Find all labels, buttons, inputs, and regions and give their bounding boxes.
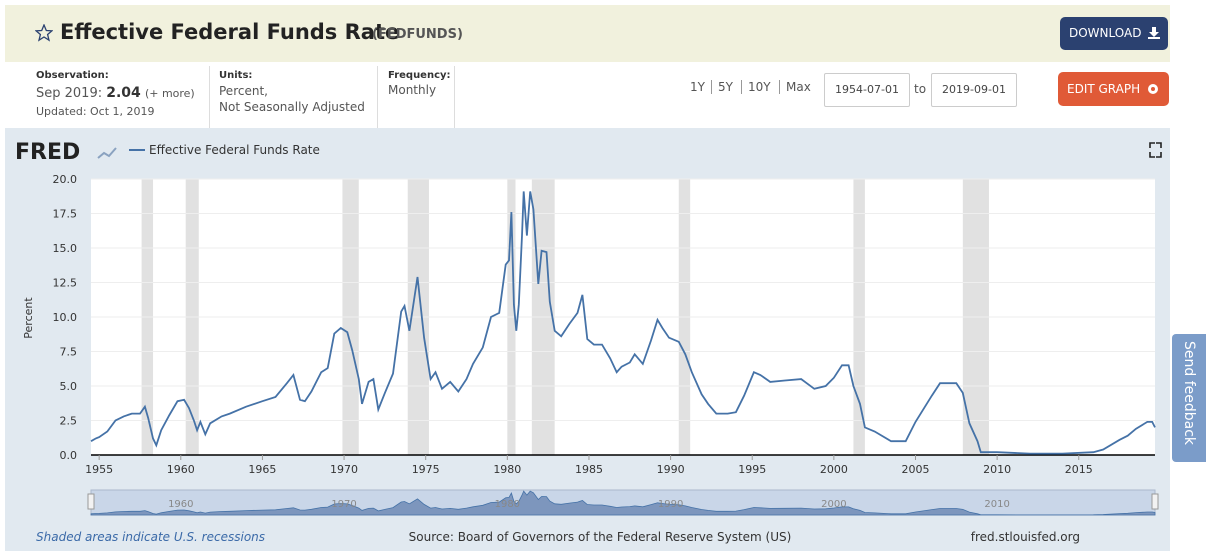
feedback-label: Send feedback	[1181, 340, 1197, 446]
separator	[454, 66, 455, 128]
source: Source: Board of Governors of the Federa…	[409, 530, 792, 544]
download-button[interactable]: DOWNLOAD	[1060, 17, 1168, 50]
recession-note: Shaded areas indicate U.S. recessions	[36, 530, 265, 544]
more-link[interactable]: (+ more)	[144, 87, 195, 100]
navigator-handle[interactable]	[87, 493, 95, 510]
gear-icon	[1148, 84, 1158, 94]
y-tick-label: 10.0	[53, 311, 78, 324]
navigator-handle[interactable]	[1151, 493, 1159, 510]
title: Effective Federal Funds Rate	[60, 20, 400, 44]
y-tick-label: 0.0	[60, 449, 78, 462]
x-tick-label: 1970	[330, 463, 358, 476]
edit-graph-button[interactable]: EDIT GRAPH	[1058, 72, 1169, 106]
range-link[interactable]: 1Y	[690, 80, 705, 94]
x-tick-label: 1980	[493, 463, 521, 476]
y-tick-label: 20.0	[53, 173, 78, 186]
star-icon[interactable]	[35, 24, 53, 42]
x-tick-label: 2005	[901, 463, 929, 476]
x-tick-label: 1965	[248, 463, 276, 476]
navigator-tick-label: 1960	[168, 499, 193, 510]
separator	[209, 66, 210, 128]
frequency: Monthly	[388, 83, 437, 97]
x-tick-label: 1975	[412, 463, 440, 476]
units: Percent,	[219, 84, 268, 98]
site-link[interactable]: fred.stlouisfed.org	[971, 530, 1080, 544]
fullscreen-icon[interactable]	[1149, 142, 1162, 158]
logo-icon	[97, 147, 117, 159]
start-date[interactable]: 1954-07-01	[824, 73, 910, 107]
frequency-label: Frequency:	[388, 70, 451, 81]
navigator-tick-label: 2010	[984, 499, 1009, 510]
x-tick-label: 2015	[1065, 463, 1093, 476]
x-tick-label: 2000	[820, 463, 848, 476]
observation-label: Observation:	[36, 70, 109, 81]
range-link[interactable]: Max	[779, 80, 817, 94]
to-label: to	[914, 82, 927, 96]
navigator-tick-label: 2000	[821, 499, 846, 510]
fred-logo: FRED	[15, 140, 80, 165]
series-line	[90, 191, 1156, 455]
units-label: Units:	[219, 70, 253, 81]
legend-label: Effective Federal Funds Rate	[149, 143, 320, 157]
feedback-tab[interactable]	[1172, 334, 1206, 462]
range-link[interactable]: 10Y	[741, 80, 777, 94]
x-tick-label: 1990	[657, 463, 685, 476]
series-id: (FEDFUNDS)	[372, 27, 463, 42]
navigator-tick-label: 1990	[658, 499, 683, 510]
end-date[interactable]: 2019-09-01	[931, 73, 1017, 107]
y-tick-label: 17.5	[53, 208, 78, 221]
observation-value: 2.04	[106, 85, 141, 101]
x-tick-label: 1995	[738, 463, 766, 476]
navigator-area	[90, 490, 1156, 516]
navigator-tick-label: 1980	[495, 499, 520, 510]
header	[5, 5, 1170, 62]
x-tick-label: 2010	[983, 463, 1011, 476]
x-tick-label: 1960	[167, 463, 195, 476]
download-label: DOWNLOAD	[1069, 26, 1142, 40]
units: Not Seasonally Adjusted	[219, 100, 365, 114]
navigator-tick-label: 1970	[331, 499, 356, 510]
y-tick-label: 12.5	[53, 277, 78, 290]
observation-date: Sep 2019:	[36, 86, 103, 101]
download-icon	[1148, 27, 1160, 39]
y-tick-label: 5.0	[60, 380, 78, 393]
y-tick-label: 7.5	[60, 346, 78, 359]
y-tick-label: 15.0	[53, 242, 78, 255]
updated: Updated: Oct 1, 2019	[36, 105, 155, 118]
y-axis-label: Percent	[22, 297, 35, 339]
chart: FRED Effective Federal Funds Rate Percen…	[5, 128, 1170, 551]
x-tick-label: 1955	[85, 463, 113, 476]
separator	[377, 66, 378, 128]
x-tick-label: 1985	[575, 463, 603, 476]
range-link[interactable]: 5Y	[711, 80, 739, 94]
edit-label: EDIT GRAPH	[1067, 82, 1141, 96]
y-tick-label: 2.5	[60, 415, 78, 428]
